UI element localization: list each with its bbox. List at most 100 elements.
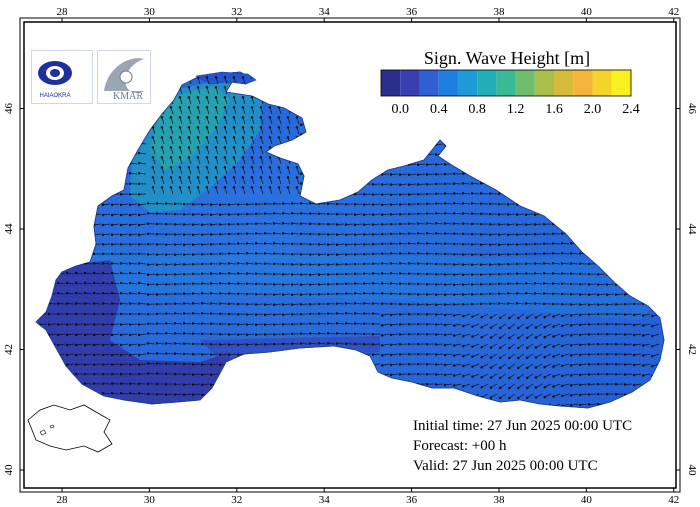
wave-arrow-head [205,176,209,179]
wave-arrow-head [137,233,141,237]
wave-arrow-head [241,76,245,79]
wave-arrow-head [317,292,321,296]
wave-arrow-head [479,222,483,226]
wave-arrow-head [561,394,564,398]
wave-arrow-head [380,183,384,186]
wave-arrow-head [587,303,591,306]
wave-arrow-head [164,322,168,325]
wave-arrow-head [534,386,538,389]
wave-arrow-head [425,272,429,276]
legend-swatch [573,70,593,96]
wave-arrow-head [398,203,402,206]
wave-arrow-head [218,272,222,275]
wave-arrow-head [173,263,177,266]
wave-arrow-head [480,365,484,369]
wave-arrow-head [587,293,591,296]
wave-arrow-head [187,146,191,149]
wave-arrow-head [268,176,272,179]
wave-arrow-head [533,242,537,246]
wave-arrow-head [524,282,528,285]
wave-arrow-head [632,323,636,327]
logo-block: HAIAOKRA KMAR [31,50,151,104]
wave-arrow-head [146,263,150,266]
wave-arrow-head [389,252,393,255]
wave-arrow-head [605,293,609,296]
wave-arrow-head [425,242,429,245]
wave-arrow-head [101,333,105,337]
wave-arrow-head [277,186,281,189]
wave-arrow-head [326,223,330,226]
wave-arrow-head [317,233,321,236]
wave-arrow-head [137,223,141,227]
wave-arrow-head [542,242,546,245]
wave-arrow-head [164,263,168,266]
wave-arrow-head [205,166,209,169]
wave-arrow-head [452,273,456,276]
wave-arrow-head [335,322,339,325]
wave-arrow-head [605,303,609,306]
wave-arrow-head [169,186,173,189]
y-tick-label-right: 42 [686,344,698,355]
wave-arrow-head [632,302,636,306]
wave-arrow-head [380,213,384,216]
wave-arrow-head [250,96,254,99]
wave-arrow-head [651,324,654,328]
wave-arrow-head [587,262,591,266]
wave-arrow-head [196,116,200,119]
valid-time-text: Valid: 27 Jun 2025 00:00 UTC [413,458,598,474]
wave-arrow-head [110,223,114,227]
wave-arrow-head [560,232,564,235]
wave-arrow-head [542,232,546,236]
x-tick-label-top: 36 [406,6,418,18]
central-band [60,250,660,320]
wave-arrow-head [245,292,249,296]
wave-arrow-head [290,252,294,256]
wave-arrow-head [416,272,420,276]
wave-arrow-head [209,203,213,206]
wave-arrow-head [277,136,281,139]
legend-swatch [400,70,420,96]
wave-arrow-head [632,373,636,377]
wave-arrow-head [479,292,483,296]
x-tick-label-top: 38 [494,6,506,18]
wave-arrow-head [155,372,159,375]
wave-arrow-head [335,332,339,335]
wave-arrow-head [407,342,411,346]
wave-arrow-head [508,346,511,350]
wave-arrow-head [452,324,456,327]
wave-arrow-head [182,393,186,396]
wave-arrow-head [272,242,276,245]
wave-arrow-head [443,353,447,357]
wave-arrow-head [164,292,168,296]
wave-arrow-head [236,222,240,226]
wave-arrow-head [65,343,69,347]
wave-arrow-head [569,404,573,407]
wave-arrow-head [389,343,393,347]
wave-arrow-head [119,323,123,326]
wave-arrow-head [74,363,78,366]
wave-arrow-head [164,312,168,315]
wave-arrow-head [552,345,555,348]
wave-arrow-head [326,253,330,256]
wave-arrow-head [241,106,245,109]
x-axis-bottom: 28 30 32 34 36 38 40 42 [57,488,679,506]
wave-arrow-head [471,335,474,338]
wave-arrow-head [524,272,528,275]
wave-arrow-head [218,213,222,216]
wave-arrow-head [479,302,483,306]
wave-arrow-head [344,302,348,305]
wave-arrow-head [164,332,168,335]
wave-arrow-head [236,262,240,265]
wave-arrow-head [552,375,555,378]
wave-arrow-head [614,352,618,356]
wave-arrow-head [344,253,348,256]
wave-arrow-head [83,372,87,376]
wave-arrow-head [461,172,465,175]
legend-swatch [515,70,535,96]
wave-arrow-head [223,106,227,109]
wave-arrow-head [164,222,168,226]
wave-arrow-head [191,272,195,276]
wave-arrow-head [470,302,474,306]
wave-arrow-head [56,343,60,347]
wave-arrow-head [200,262,204,266]
